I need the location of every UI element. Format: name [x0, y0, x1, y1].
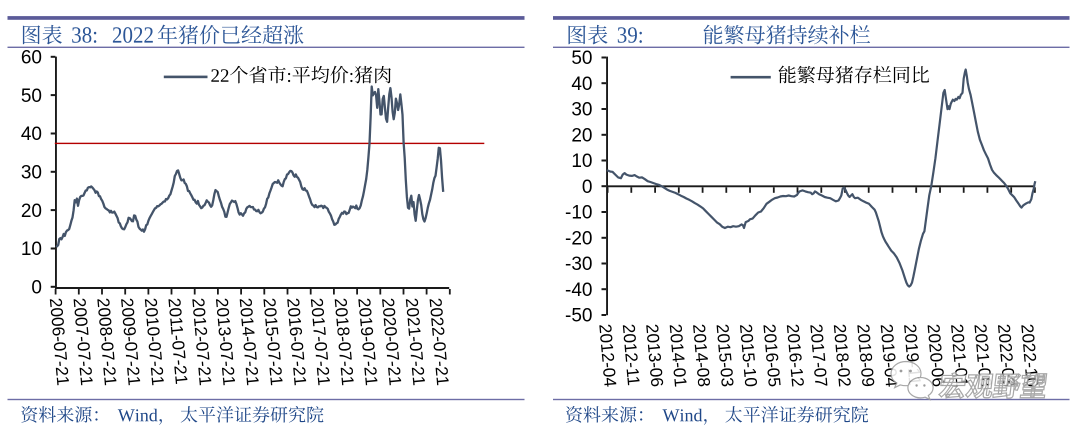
svg-text:2014-01: 2014-01	[666, 323, 691, 388]
svg-text:2008-07-21: 2008-07-21	[93, 297, 121, 386]
svg-text:2012-11: 2012-11	[619, 323, 644, 386]
svg-text:2012-07-21: 2012-07-21	[188, 297, 216, 386]
svg-text:-30: -30	[565, 254, 592, 275]
svg-text:20: 20	[21, 201, 42, 222]
svg-text:-40: -40	[565, 280, 592, 301]
svg-text:-10: -10	[565, 203, 592, 224]
svg-text:2017-07: 2017-07	[806, 323, 831, 388]
svg-text:10: 10	[571, 151, 592, 172]
svg-text:2016-07-21: 2016-07-21	[283, 297, 311, 386]
svg-text:2015-03: 2015-03	[713, 323, 738, 388]
svg-text:40: 40	[571, 74, 592, 95]
svg-text:2018-07-21: 2018-07-21	[331, 297, 359, 386]
svg-text:2019-07-21: 2019-07-21	[354, 297, 382, 386]
svg-text:2006-07-21: 2006-07-21	[46, 297, 74, 386]
svg-text:2015-10: 2015-10	[736, 323, 761, 388]
svg-text:40: 40	[21, 124, 42, 145]
svg-text:2013-07-21: 2013-07-21	[212, 297, 240, 386]
svg-text:50: 50	[571, 48, 592, 69]
svg-text:10: 10	[21, 239, 42, 260]
svg-text:2014-08: 2014-08	[689, 323, 714, 388]
svg-text:20: 20	[571, 125, 592, 146]
svg-text:2021-07-21: 2021-07-21	[402, 297, 430, 386]
svg-text:2013-06: 2013-06	[642, 323, 667, 388]
svg-text:50: 50	[21, 86, 42, 107]
svg-text:2007-07-21: 2007-07-21	[70, 297, 98, 386]
svg-text:2018-09: 2018-09	[853, 323, 878, 388]
svg-text:2010-07-21: 2010-07-21	[141, 297, 169, 386]
svg-text:0: 0	[31, 278, 42, 299]
svg-text:60: 60	[21, 48, 42, 69]
svg-text:-20: -20	[565, 228, 592, 249]
svg-text:2022-07-21: 2022-07-21	[426, 297, 454, 386]
svg-text:2020-07-21: 2020-07-21	[378, 297, 406, 386]
svg-text:30: 30	[571, 100, 592, 121]
svg-text:2012-04: 2012-04	[595, 323, 620, 388]
svg-text:0: 0	[582, 177, 593, 198]
svg-text:30: 30	[21, 163, 42, 184]
svg-text:2016-12: 2016-12	[783, 323, 808, 388]
svg-text:2011-07-21: 2011-07-21	[164, 297, 191, 385]
svg-text:2016-05: 2016-05	[759, 323, 784, 388]
svg-text:2017-07-21: 2017-07-21	[307, 297, 335, 386]
svg-text:2015-07-21: 2015-07-21	[259, 297, 287, 386]
svg-text:-50: -50	[565, 306, 592, 327]
svg-text:2009-07-21: 2009-07-21	[117, 297, 145, 386]
svg-text:2014-07-21: 2014-07-21	[236, 297, 264, 386]
svg-text:2018-02: 2018-02	[830, 323, 855, 388]
